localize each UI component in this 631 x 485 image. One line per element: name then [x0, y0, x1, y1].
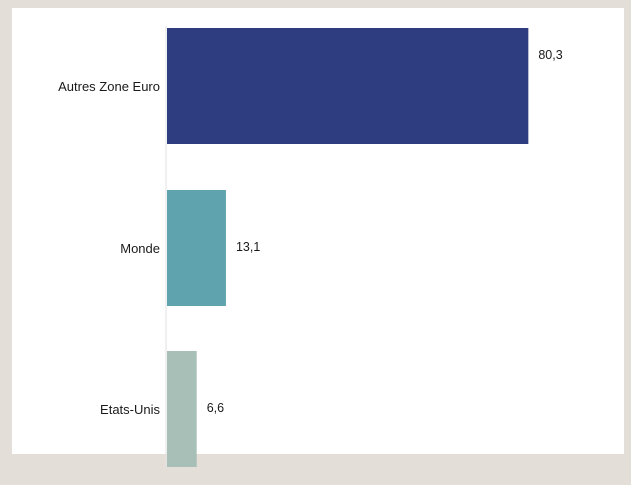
value-label-autres-zone-euro: 80,3 — [538, 48, 562, 62]
bar-autres-zone-euro — [167, 28, 529, 144]
category-label-monde: Monde — [120, 241, 160, 256]
value-label-monde: 13,1 — [236, 240, 260, 254]
bar-etats-unis — [167, 351, 197, 467]
category-label-etats-unis: Etats-Unis — [100, 402, 160, 417]
category-label-autres-zone-euro: Autres Zone Euro — [58, 79, 160, 94]
value-label-etats-unis: 6,6 — [207, 401, 224, 415]
bar-monde — [167, 190, 226, 306]
